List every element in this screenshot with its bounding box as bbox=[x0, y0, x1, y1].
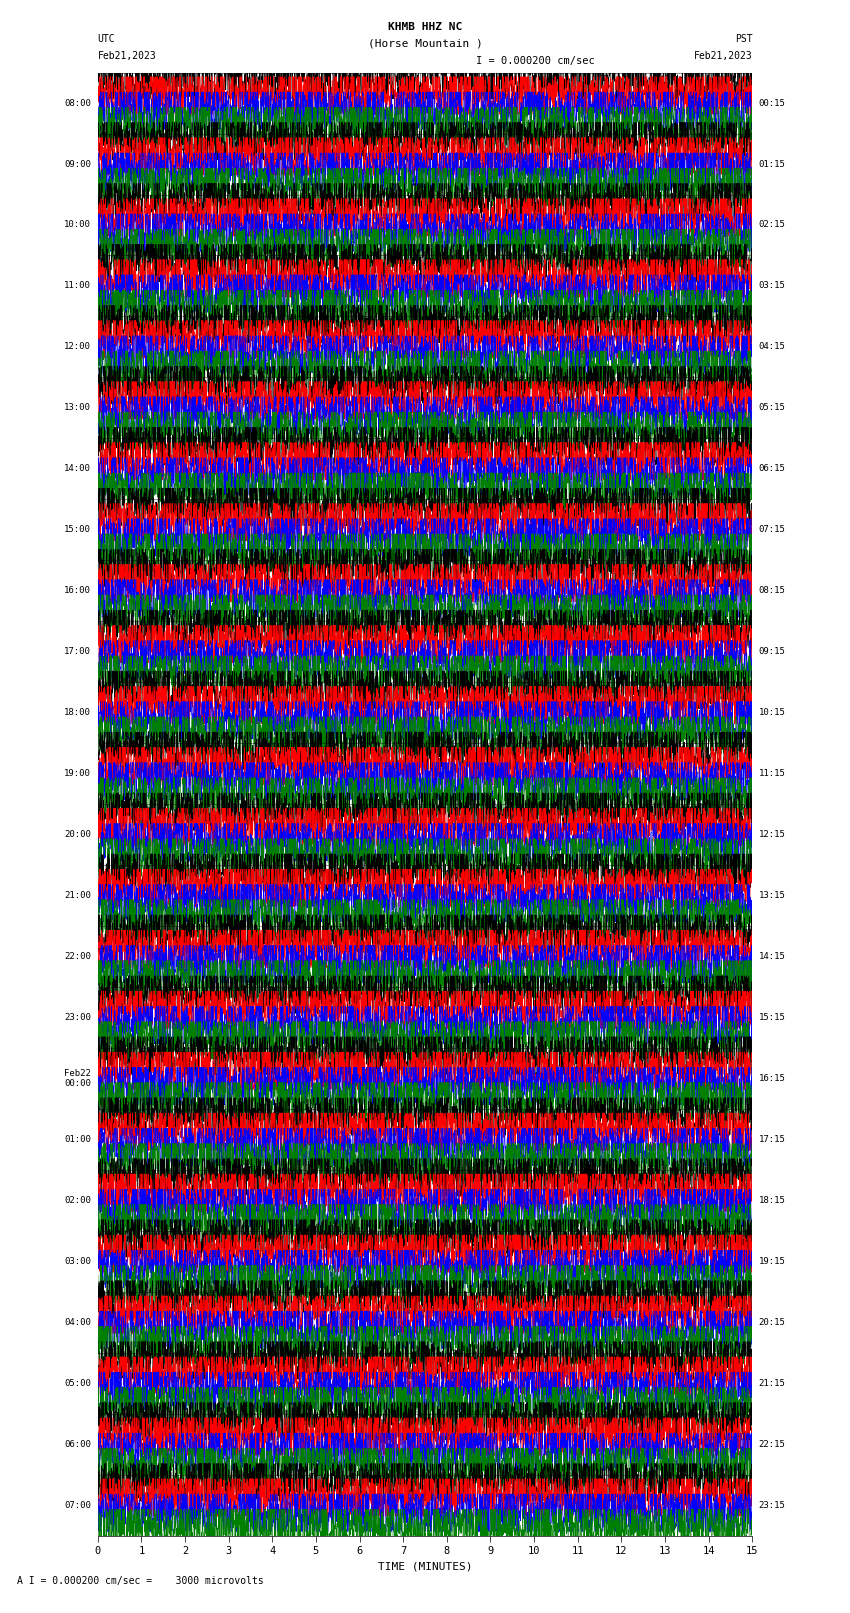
Text: 01:15: 01:15 bbox=[759, 160, 785, 168]
Text: PST: PST bbox=[734, 34, 752, 44]
Text: 07:15: 07:15 bbox=[759, 526, 785, 534]
Text: KHMB HHZ NC: KHMB HHZ NC bbox=[388, 23, 462, 32]
Text: 14:00: 14:00 bbox=[65, 465, 91, 473]
X-axis label: TIME (MINUTES): TIME (MINUTES) bbox=[377, 1561, 473, 1571]
Text: 01:00: 01:00 bbox=[65, 1136, 91, 1144]
Text: 15:15: 15:15 bbox=[759, 1013, 785, 1023]
Text: 02:00: 02:00 bbox=[65, 1195, 91, 1205]
Text: Feb21,2023: Feb21,2023 bbox=[98, 52, 156, 61]
Text: 18:00: 18:00 bbox=[65, 708, 91, 718]
Text: 05:15: 05:15 bbox=[759, 403, 785, 413]
Text: 22:15: 22:15 bbox=[759, 1440, 785, 1448]
Text: UTC: UTC bbox=[98, 34, 116, 44]
Text: 15:00: 15:00 bbox=[65, 526, 91, 534]
Text: 05:00: 05:00 bbox=[65, 1379, 91, 1387]
Text: 12:15: 12:15 bbox=[759, 831, 785, 839]
Text: 16:00: 16:00 bbox=[65, 586, 91, 595]
Text: 22:00: 22:00 bbox=[65, 952, 91, 961]
Text: 13:00: 13:00 bbox=[65, 403, 91, 413]
Text: 00:15: 00:15 bbox=[759, 98, 785, 108]
Text: A I = 0.000200 cm/sec =    3000 microvolts: A I = 0.000200 cm/sec = 3000 microvolts bbox=[17, 1576, 264, 1586]
Text: 03:00: 03:00 bbox=[65, 1257, 91, 1266]
Text: Feb22
00:00: Feb22 00:00 bbox=[65, 1069, 91, 1089]
Text: 21:00: 21:00 bbox=[65, 890, 91, 900]
Text: 20:15: 20:15 bbox=[759, 1318, 785, 1327]
Text: 19:15: 19:15 bbox=[759, 1257, 785, 1266]
Text: 09:15: 09:15 bbox=[759, 647, 785, 656]
Text: 23:00: 23:00 bbox=[65, 1013, 91, 1023]
Text: 08:00: 08:00 bbox=[65, 98, 91, 108]
Text: 23:15: 23:15 bbox=[759, 1500, 785, 1510]
Text: (Horse Mountain ): (Horse Mountain ) bbox=[367, 39, 483, 48]
Text: 17:15: 17:15 bbox=[759, 1136, 785, 1144]
Text: 21:15: 21:15 bbox=[759, 1379, 785, 1387]
Text: 17:00: 17:00 bbox=[65, 647, 91, 656]
Text: 02:15: 02:15 bbox=[759, 221, 785, 229]
Text: 11:15: 11:15 bbox=[759, 769, 785, 777]
Text: 19:00: 19:00 bbox=[65, 769, 91, 777]
Text: 16:15: 16:15 bbox=[759, 1074, 785, 1082]
Text: 08:15: 08:15 bbox=[759, 586, 785, 595]
Text: 11:00: 11:00 bbox=[65, 281, 91, 290]
Text: 04:15: 04:15 bbox=[759, 342, 785, 352]
Text: Feb21,2023: Feb21,2023 bbox=[694, 52, 752, 61]
Text: 20:00: 20:00 bbox=[65, 831, 91, 839]
Text: 04:00: 04:00 bbox=[65, 1318, 91, 1327]
Text: 14:15: 14:15 bbox=[759, 952, 785, 961]
Text: 13:15: 13:15 bbox=[759, 890, 785, 900]
Text: I = 0.000200 cm/sec: I = 0.000200 cm/sec bbox=[476, 56, 595, 66]
Text: 06:00: 06:00 bbox=[65, 1440, 91, 1448]
Text: 10:15: 10:15 bbox=[759, 708, 785, 718]
Text: 10:00: 10:00 bbox=[65, 221, 91, 229]
Text: 06:15: 06:15 bbox=[759, 465, 785, 473]
Text: 09:00: 09:00 bbox=[65, 160, 91, 168]
Text: 12:00: 12:00 bbox=[65, 342, 91, 352]
Text: 03:15: 03:15 bbox=[759, 281, 785, 290]
Text: 18:15: 18:15 bbox=[759, 1195, 785, 1205]
Text: 07:00: 07:00 bbox=[65, 1500, 91, 1510]
